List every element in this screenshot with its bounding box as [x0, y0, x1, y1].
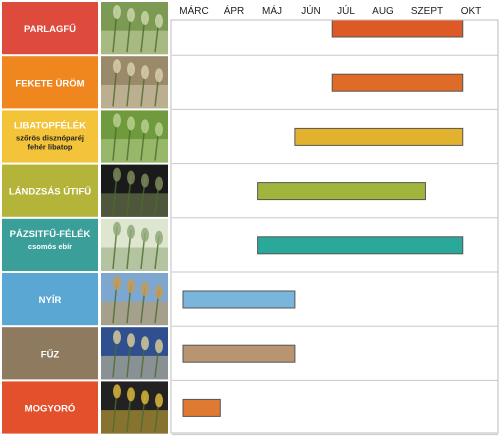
plant-label-box [2, 218, 98, 271]
plantain-plant-icon [101, 164, 168, 217]
plant-name: MOGYORÓ [25, 403, 76, 415]
ragweed-plant-icon [101, 2, 168, 55]
plant-row: PÁZSITFŰ-FÉLÉK csomós ebír [2, 218, 498, 273]
mugwort-plant-icon [101, 56, 168, 109]
plant-row: MOGYORÓ [2, 381, 498, 436]
month-label: OKT [461, 6, 482, 17]
plant-row: LÁNDZSÁS ÚTIFŰ [2, 164, 498, 219]
birch-catkin-icon [101, 273, 168, 326]
chart-frame [170, 19, 499, 434]
plant-name: FEKETE ÜRÖM [15, 78, 84, 89]
month-label: MÁJ [262, 4, 282, 17]
plant-name: PARLAGFŰ [24, 23, 76, 35]
plant-name: PÁZSITFŰ-FÉLÉK [10, 228, 91, 240]
plant-row: NYÍR [2, 273, 498, 327]
plant-label-box [2, 56, 98, 109]
plant-row: FŰZ [2, 327, 498, 381]
plant-name: LÁNDZSÁS ÚTIFŰ [9, 186, 91, 198]
plant-name: LIBATOPFÉLÉK [14, 120, 86, 131]
plant-label-box [2, 327, 98, 380]
pollen-season-bar [182, 290, 296, 309]
plant-name: FŰZ [41, 348, 60, 360]
pollen-season-bar [294, 127, 464, 146]
plant-subtitle: szőrös disznóparéj fehér libatop [16, 133, 84, 151]
month-label: MÁRC [179, 4, 208, 17]
plant-row: LIBATOPFÉLÉK szőrös disznóparéj fehér liba… [2, 110, 498, 165]
plant-label-box [2, 2, 98, 55]
plant-label-box [2, 164, 98, 217]
grass-plant-icon [101, 218, 168, 271]
month-label: AUG [372, 6, 394, 17]
pollen-season-bar [331, 73, 464, 92]
plant-name: NYÍR [39, 295, 62, 306]
month-axis: MÁRC ÁPR MÁJ JÚN JÚL AUG SZEPT OKT [179, 4, 481, 17]
plant-label-box [2, 273, 98, 326]
plant-label-box [2, 381, 98, 434]
month-label: ÁPR [224, 4, 245, 17]
pollen-season-bar [331, 19, 464, 38]
plant-label-box [2, 110, 98, 163]
plant-row: FEKETE ÜRÖM [2, 56, 498, 110]
hazel-catkin-icon [101, 381, 168, 434]
pollen-season-bar [182, 398, 221, 417]
month-label: SZEPT [411, 6, 443, 17]
goosefoot-plant-icon [101, 110, 168, 163]
pollen-season-bar [257, 236, 464, 255]
month-label: JÚN [301, 4, 320, 17]
plant-subtitle: csomós ebír [28, 242, 72, 251]
plant-row: PARLAGFŰ [2, 2, 498, 56]
month-label: JÚL [337, 4, 355, 17]
pollen-season-bar [257, 182, 426, 201]
pollen-season-bar [182, 344, 296, 363]
willow-catkin-icon [101, 327, 168, 380]
